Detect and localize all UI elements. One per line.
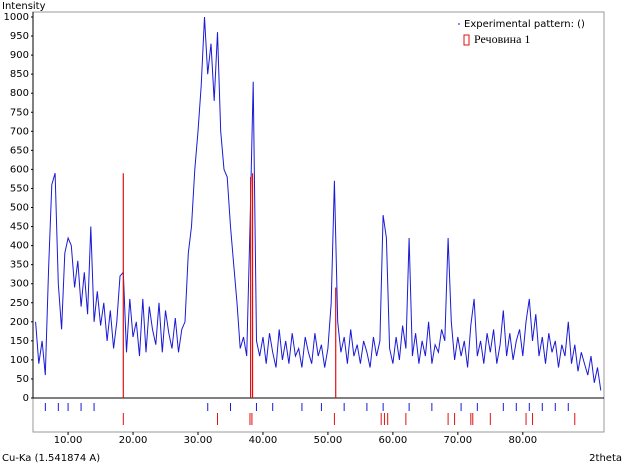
y-axis-label: Intensity (2, 1, 46, 12)
x-tick-label: 30.00 (184, 435, 213, 446)
y-tick-label: 450 (10, 222, 29, 233)
y-tick-label: 800 (10, 88, 29, 99)
y-tick-label: 150 (10, 336, 29, 347)
x-tick-label: 40.00 (249, 435, 278, 446)
y-tick-label: 650 (10, 145, 29, 156)
y-tick-label: 200 (10, 317, 29, 328)
plot-frame (32, 11, 605, 433)
y-tick-label: 550 (10, 183, 29, 194)
x-tick-label: 10.00 (54, 435, 83, 446)
y-tick-label: 50 (16, 374, 29, 385)
x-tick-label: 80.00 (508, 435, 537, 446)
y-tick-label: 0 (23, 393, 29, 404)
y-tick-label: 350 (10, 260, 29, 271)
legend-label: Речовина 1 (474, 32, 530, 46)
x-axis-label: 2theta (589, 453, 622, 464)
x-tick-label: 50.00 (314, 435, 343, 446)
x-tick-label: 70.00 (444, 435, 473, 446)
y-tick-label: 250 (10, 298, 29, 309)
y-tick-label: 850 (10, 69, 29, 80)
y-tick-label: 900 (10, 50, 29, 61)
pattern-line (35, 16, 602, 391)
legend-swatch (463, 34, 470, 46)
y-tick-label: 300 (10, 279, 29, 290)
y-tick-label: 750 (10, 107, 29, 118)
x-tick-label: 60.00 (379, 435, 408, 446)
x-tick-label: 20.00 (119, 435, 148, 446)
y-tick-label: 400 (10, 241, 29, 252)
y-tick-label: 1000 (4, 12, 29, 23)
y-tick-label: 600 (10, 164, 29, 175)
radiation-label: Cu-Ka (1.541874 A) (2, 453, 100, 464)
y-tick-label: 100 (10, 355, 29, 366)
y-tick-label: 700 (10, 126, 29, 137)
legend-label: Experimental pattern: () (464, 19, 585, 30)
y-tick-label: 950 (10, 31, 29, 42)
y-tick-label: 500 (10, 203, 29, 214)
